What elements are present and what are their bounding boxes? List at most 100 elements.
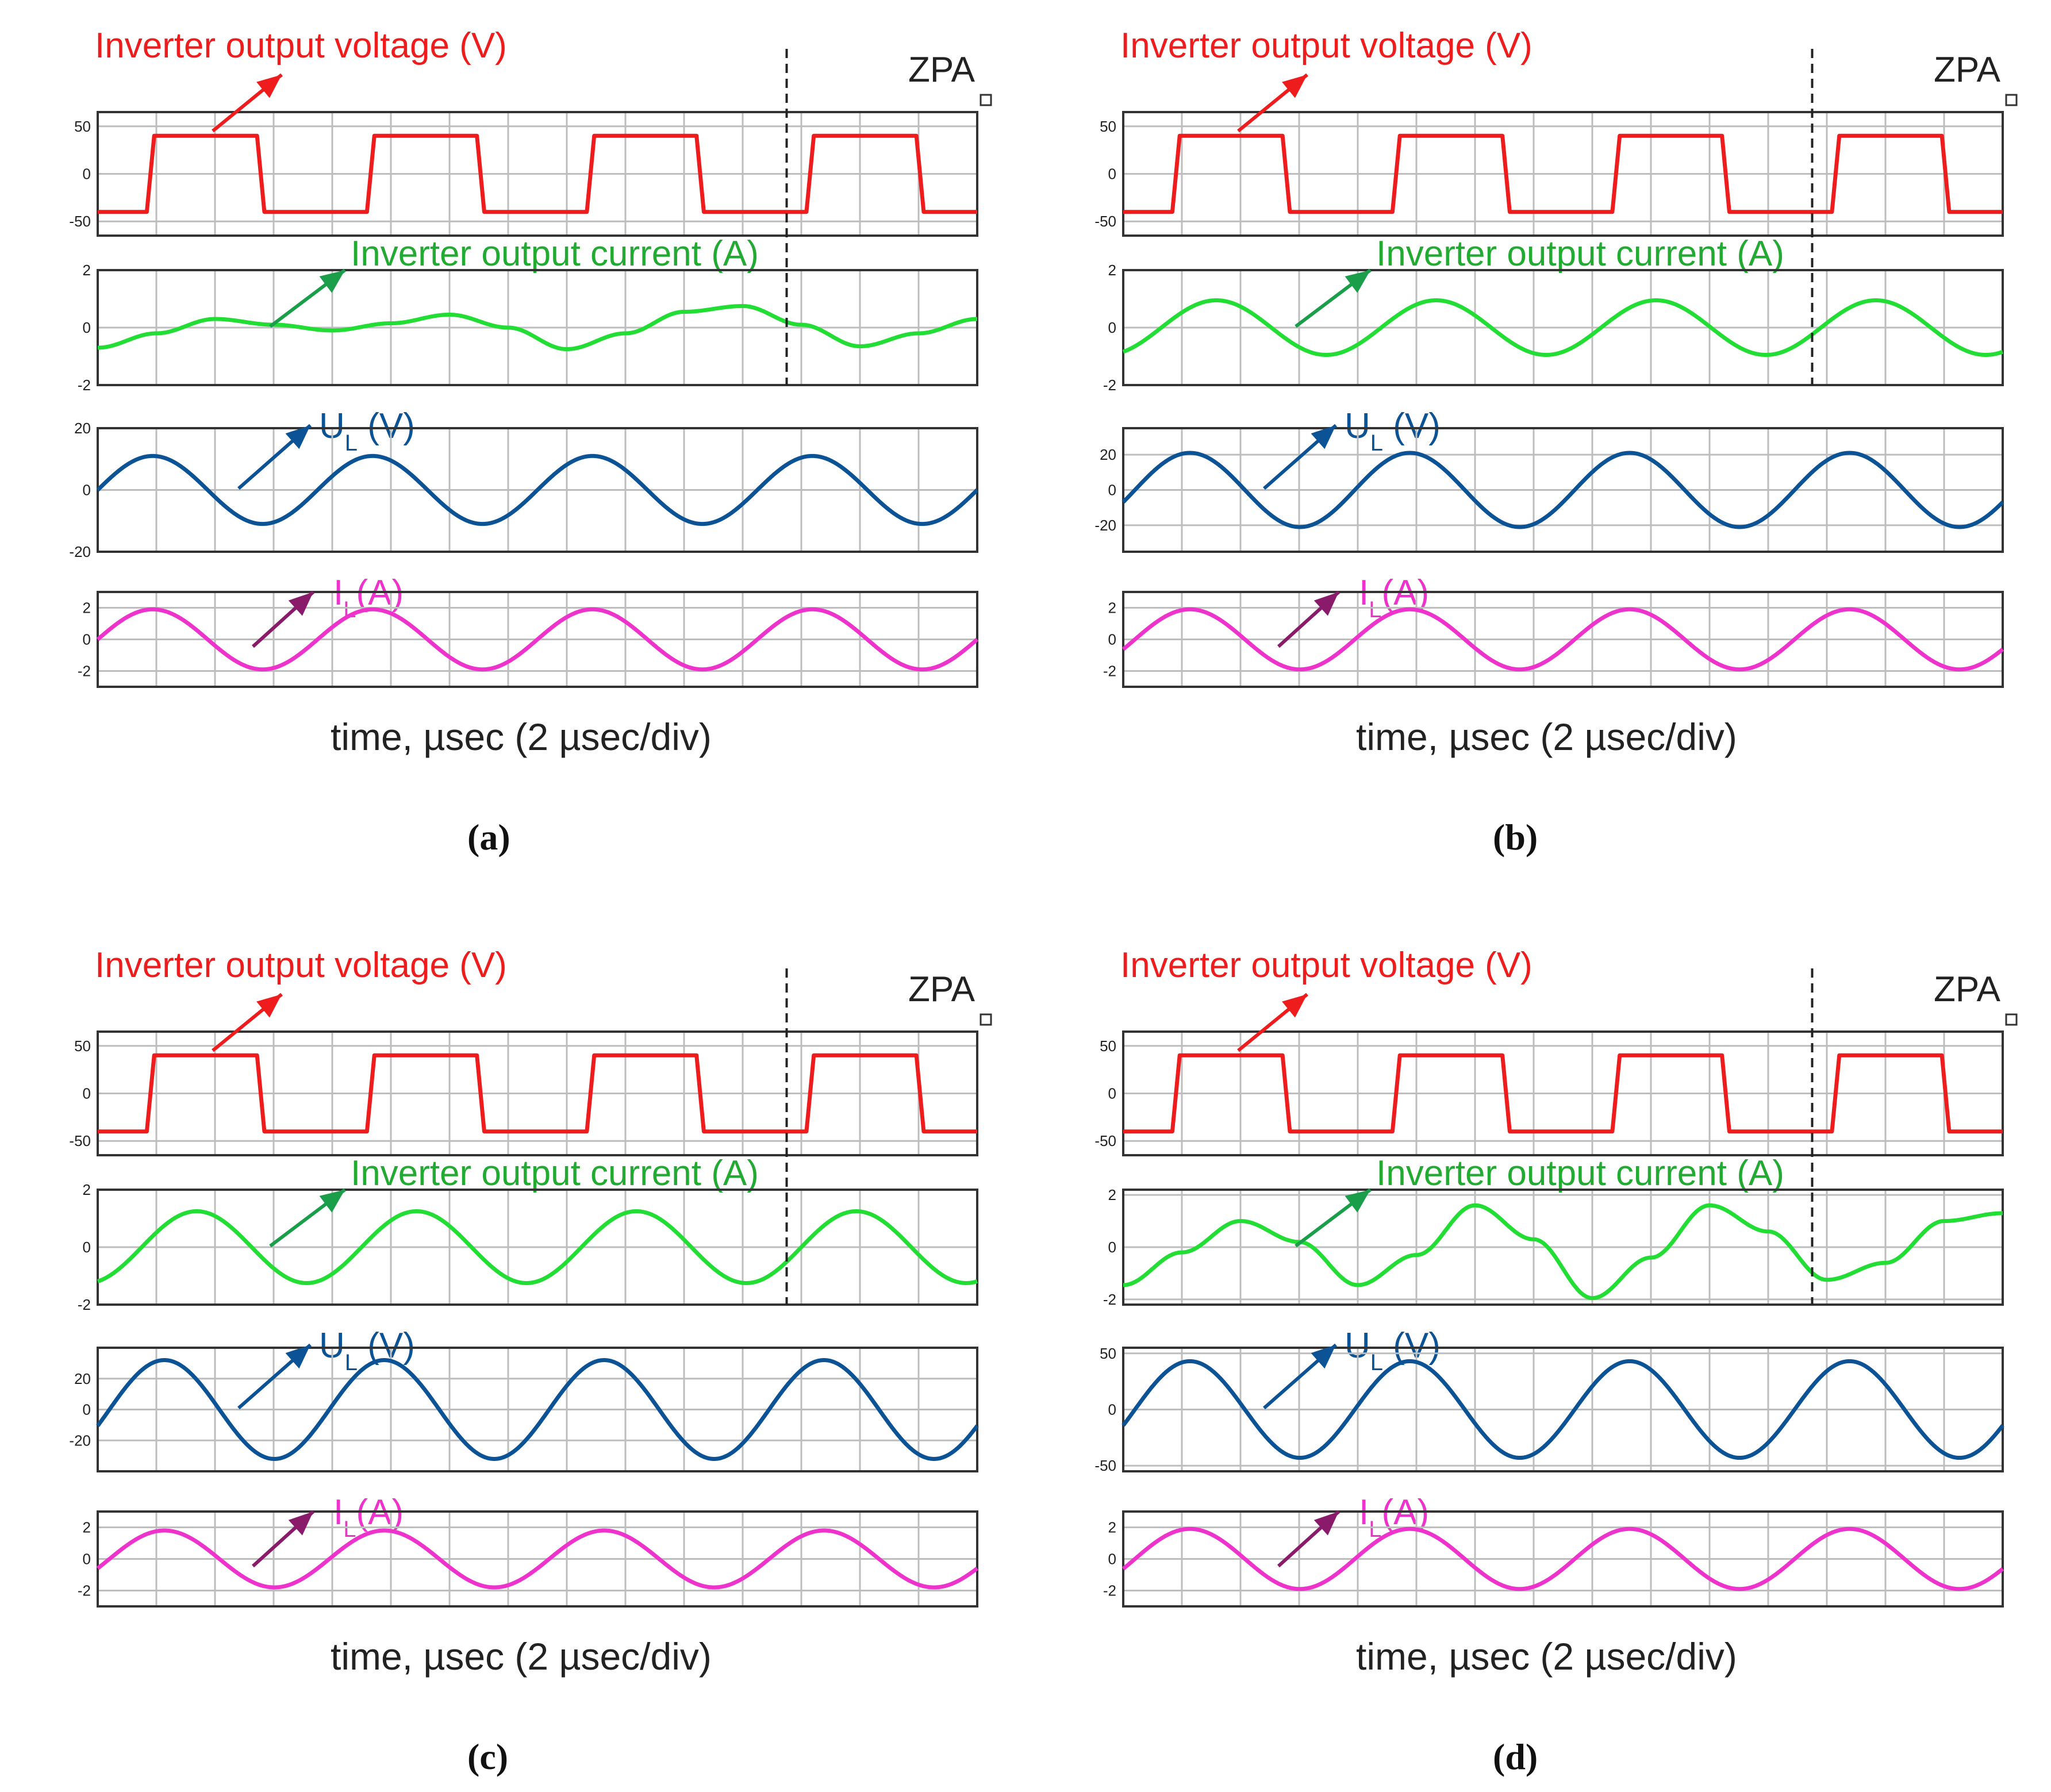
arrow-head-icon [256,75,282,98]
plot-frame [97,1347,978,1472]
il-strip: -2 0 2 [1103,591,2004,688]
il-trace [1121,607,2004,672]
x-axis-label: time, µsec (2 µsec/div) [1356,716,1737,758]
voltage-arrow [212,993,283,1052]
panel-b: Inverter output voltage (V) ZPA Inverter… [1120,26,2001,857]
y-tick-label: -2 [78,1296,91,1313]
y-tick-label: -50 [1094,213,1116,230]
panel-caption: (c) [467,1736,508,1777]
il-strip: -2 0 2 [78,591,979,688]
y-tick-label: 0 [83,166,91,183]
plot-frame [1122,591,2004,688]
y-tick-label: 20 [74,1370,91,1387]
ul-trace [1121,1359,2004,1460]
y-tick-label: 20 [1100,446,1116,463]
zpa-label: ZPA [1934,50,2001,90]
il-trace [1121,1526,2004,1591]
il-arrow [1277,590,1341,648]
arrow-head-icon [1313,1512,1339,1536]
y-tick-label: 0 [83,1239,91,1256]
ul-strip: -20 0 20 [1094,427,2004,553]
x-axis-label: time, µsec (2 µsec/div) [1356,1635,1737,1678]
current-strip: -2 0 2 [1103,1186,2004,1308]
y-tick-label: 0 [1108,1239,1116,1256]
plot-frame [97,1189,978,1306]
y-tick-label: 0 [1108,1085,1116,1102]
y-tick-label: -20 [69,543,91,560]
y-tick-label: 2 [1108,599,1116,617]
arrow-head-icon [1311,425,1336,449]
y-tick-label: 0 [83,482,91,499]
voltage-arrow [1237,993,1308,1052]
y-tick-label: 0 [1108,1401,1116,1418]
il-arrow [251,1510,315,1568]
y-tick-label: 2 [1108,262,1116,279]
ul-trace [96,1358,979,1461]
y-tick-label: 0 [83,1401,91,1418]
y-tick-label: -2 [1103,1582,1116,1599]
voltage-arrow [1237,73,1308,133]
y-tick-label: 2 [83,262,91,279]
y-tick-label: 0 [1108,1551,1116,1568]
current-trace [1121,298,2004,357]
voltage-strip: -50 0 50 [1094,111,2004,237]
voltage-label: Inverter output voltage (V) [95,26,507,66]
ul-arrow [1263,424,1337,490]
y-tick-label: -20 [69,1432,91,1449]
voltage-trace [1123,133,2003,214]
y-tick-label: 0 [1108,319,1116,336]
zpa-label: ZPA [908,50,975,90]
y-tick-label: -2 [1103,376,1116,394]
ul-strip: -20 0 20 [69,420,979,560]
current-arrow [269,268,346,328]
current-label: Inverter output current (A) [1376,1153,1784,1193]
y-tick-label: 50 [74,118,91,135]
y-tick-label: 50 [1100,1037,1116,1055]
arrow-head-icon [285,1345,310,1369]
arrow-head-icon [285,425,310,449]
arrow-head-icon [319,270,345,293]
plot-frame [1122,1347,2004,1472]
y-tick-label: 2 [83,1519,91,1536]
arrow-head-icon [1313,592,1339,616]
plot-frame [97,1510,978,1608]
current-strip: -2 0 2 [78,1181,979,1313]
scope-box-icon [980,94,992,106]
current-label: Inverter output current (A) [351,1153,759,1193]
current-trace [96,1209,979,1285]
ul-arrow [237,1343,312,1410]
y-tick-label: -50 [1094,1457,1116,1474]
scope-box-icon [2005,1013,2018,1026]
plot-frame [1122,111,2004,237]
scope-box-icon [980,1013,992,1026]
y-tick-label: -50 [69,1132,91,1149]
y-tick-label: 50 [1100,1345,1116,1362]
plot-frame [1122,1030,2004,1156]
y-tick-label: -50 [1094,1132,1116,1149]
arrow-head-icon [1311,1345,1336,1369]
current-trace [96,304,979,351]
current-arrow [1295,268,1372,328]
ul-arrow [237,424,312,490]
il-strip: -2 0 2 [1103,1510,2004,1608]
y-tick-label: 0 [83,1551,91,1568]
y-tick-label: 50 [1100,118,1116,135]
y-tick-label: -2 [1103,663,1116,680]
y-tick-label: -2 [78,663,91,680]
y-tick-label: 0 [83,1085,91,1102]
arrow-head-icon [256,994,282,1018]
voltage-strip: -50 0 50 [69,111,978,237]
current-label: Inverter output current (A) [351,234,759,274]
ul-label: UL (V) [1345,1326,1441,1375]
y-tick-label: 0 [83,631,91,648]
y-tick-label: -2 [78,1582,91,1599]
current-arrow [1295,1188,1372,1248]
y-tick-label: -20 [1094,517,1116,534]
arrow-head-icon [319,1190,345,1213]
y-tick-label: -2 [78,376,91,394]
y-tick-label: -50 [69,213,91,230]
arrow-head-icon [1345,270,1370,293]
